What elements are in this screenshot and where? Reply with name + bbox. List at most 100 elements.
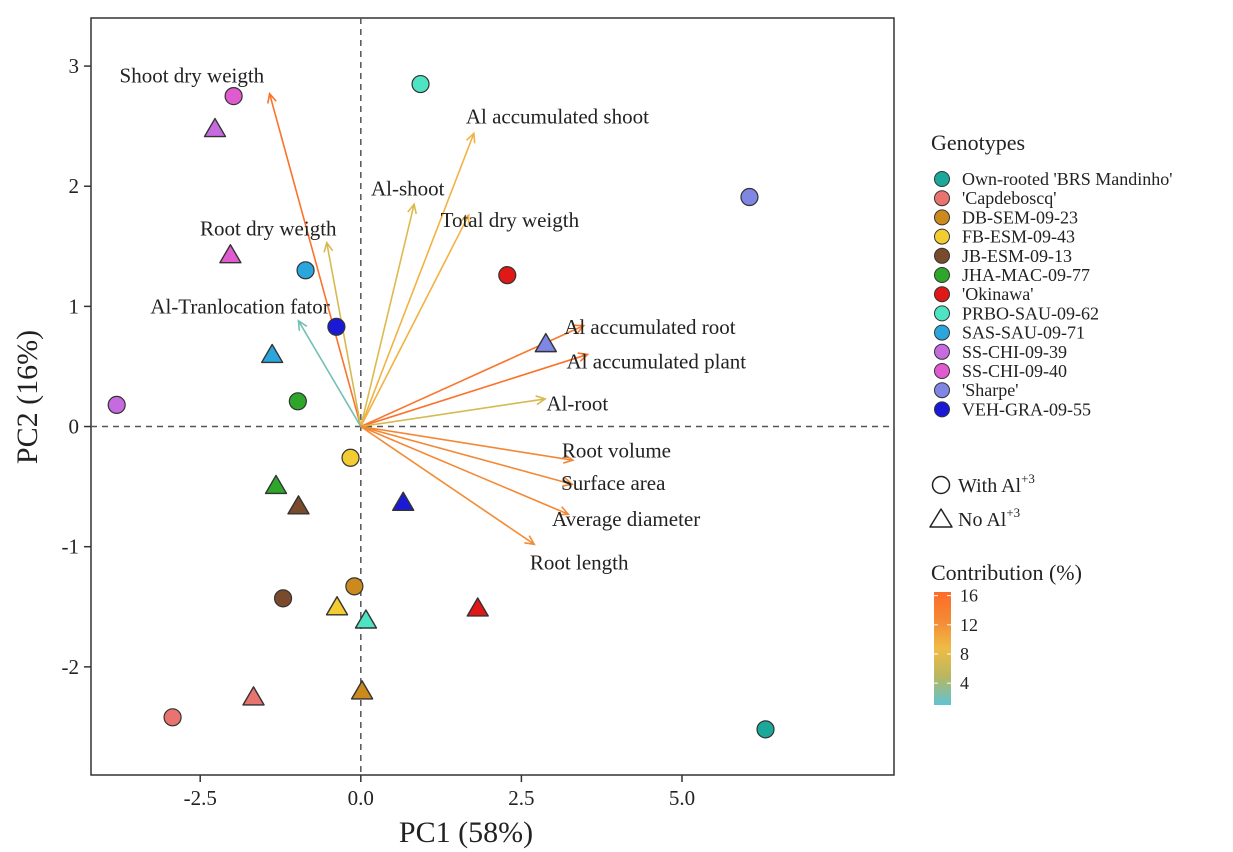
arrow-head [323, 240, 334, 253]
treatment-legend-item: No Al+3 [929, 505, 1020, 531]
y-tick-label: 3 [69, 54, 80, 78]
variable-labels: Shoot dry weigth Al accumulated shoot Al-s… [120, 64, 747, 575]
genotype-legend-item: JHA-MAC-09-77 [934, 265, 1090, 285]
y-axis-label: PC2 (16%) [11, 330, 44, 464]
variable-label: Al accumulated root [564, 315, 736, 339]
genotype-legend: Genotypes Own-rooted 'BRS Mandinho''Capd… [931, 130, 1172, 419]
triangle-shape-icon [929, 508, 953, 528]
legend-label: PRBO-SAU-09-62 [962, 303, 1099, 323]
contribution-legend-title: Contribution (%) [931, 560, 1082, 585]
data-points [107, 74, 775, 739]
arrow-shaft [268, 93, 362, 427]
variable-label: Total dry weigth [441, 208, 580, 232]
legend-swatch [934, 305, 950, 322]
arrow-head [562, 453, 575, 464]
contribution-legend: Contribution (%) 16 12 8 4 [931, 560, 1082, 705]
variable-label: Al-Tranlocation fator [150, 294, 329, 318]
variable-arrow [360, 425, 575, 464]
variable-arrow [360, 425, 574, 487]
arrow-shaft [360, 425, 573, 461]
arrow-head [524, 535, 536, 546]
y-axis: -2 -1 0 1 2 3 [62, 54, 91, 679]
x-tick-label: 0.0 [348, 786, 374, 810]
legend-label: 'Okinawa' [962, 284, 1033, 304]
legend-swatch [934, 324, 950, 341]
genotype-legend-item: Own-rooted 'BRS Mandinho' [934, 169, 1172, 189]
variable-arrow [360, 131, 476, 427]
legend-swatch [934, 247, 950, 264]
genotype-legend-item: SS-CHI-09-40 [934, 361, 1067, 381]
arrow-head [297, 319, 308, 331]
arrow-shaft [360, 214, 470, 427]
point-no-al [350, 680, 374, 700]
point-no-al [354, 609, 378, 629]
colorbar-tick-label: 12 [960, 615, 978, 635]
genotype-legend-item: 'Okinawa' [934, 284, 1033, 304]
circle-shape-icon [931, 475, 951, 495]
legend-swatch [934, 267, 950, 283]
point-no-al [466, 597, 489, 617]
point-with-al [740, 187, 759, 207]
point-no-al [203, 117, 227, 138]
legend-swatch [934, 190, 950, 207]
arrow-head [577, 352, 590, 362]
variable-arrow [360, 395, 547, 428]
x-tick-label: 5.0 [669, 786, 695, 810]
x-tick-label: 2.5 [508, 786, 534, 810]
arrow-shaft [360, 133, 475, 427]
arrow-shaft [297, 320, 362, 427]
arrow-shaft [360, 425, 535, 545]
arrow-shaft [360, 425, 569, 515]
point-with-al [273, 589, 293, 608]
legend-label: FB-ESM-09-43 [962, 227, 1075, 247]
variable-label: Root dry weigth [200, 216, 337, 240]
y-tick-label: 0 [69, 415, 80, 439]
arrow-shaft [360, 398, 546, 428]
variable-arrow [360, 425, 570, 516]
treatment-legend: With Al+3 No Al+3 [929, 471, 1035, 531]
point-no-al [264, 474, 288, 495]
legend-label: SS-CHI-09-39 [962, 342, 1067, 362]
arrow-head [407, 202, 418, 215]
arrow-shaft [360, 204, 415, 427]
colorbar-tick-label: 4 [960, 673, 969, 693]
point-no-al [219, 244, 242, 264]
legend-label: SS-CHI-09-40 [962, 361, 1067, 381]
point-no-al [534, 332, 558, 353]
legend-label: SAS-SAU-09-71 [962, 323, 1085, 343]
legend-label: JB-ESM-09-13 [962, 246, 1072, 266]
legend-label: JHA-MAC-09-77 [962, 265, 1090, 285]
legend-swatch [934, 363, 950, 379]
arrow-shaft [325, 242, 362, 427]
point-no-al [242, 686, 265, 706]
arrow-head [562, 477, 574, 487]
variable-arrow [323, 240, 362, 427]
arrow-head [466, 131, 476, 144]
variable-arrow [360, 202, 418, 427]
variable-label: Root volume [562, 439, 671, 463]
genotype-legend-item: VEH-GRA-09-55 [934, 399, 1091, 419]
genotype-legend-item: PRBO-SAU-09-62 [934, 303, 1099, 323]
point-with-al [411, 74, 430, 94]
arrow-head [460, 213, 470, 226]
arrow-shaft [360, 353, 588, 428]
plot-area: Shoot dry weigth Al accumulated shoot Al-s… [90, 17, 895, 776]
y-tick-label: 2 [69, 174, 80, 198]
y-tick-label: 1 [69, 294, 80, 318]
variable-label: Average diameter [552, 507, 700, 531]
legend-swatch [934, 343, 950, 360]
genotype-legend-item: FB-ESM-09-43 [934, 227, 1075, 247]
point-with-al [224, 87, 243, 106]
variable-arrow [360, 213, 470, 427]
colorbar-tick-label: 16 [960, 586, 978, 606]
point-with-al [756, 720, 775, 739]
treatment-label: With Al+3 [958, 471, 1035, 497]
variable-label: Al-root [546, 392, 608, 416]
treatment-label: No Al+3 [958, 505, 1020, 531]
legend-label: 'Sharpe' [962, 380, 1018, 400]
variable-arrow [297, 319, 362, 427]
genotype-legend-item: SS-CHI-09-39 [934, 342, 1067, 362]
arrow-head [573, 324, 586, 334]
y-tick-label: -2 [62, 655, 80, 679]
